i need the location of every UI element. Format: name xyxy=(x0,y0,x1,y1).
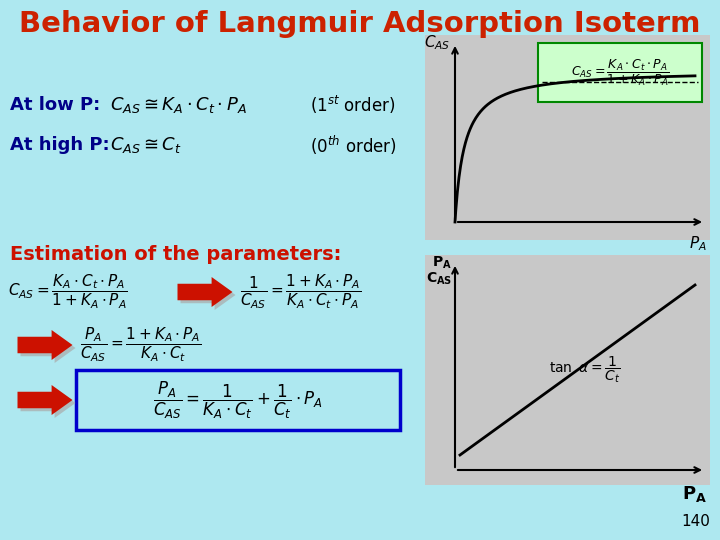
Text: $\dfrac{1}{C_{AS}} = \dfrac{1+K_A \cdot P_A}{K_A \cdot C_t \cdot P_A}$: $\dfrac{1}{C_{AS}} = \dfrac{1+K_A \cdot … xyxy=(240,273,361,311)
Text: $\tan\ \alpha = \dfrac{1}{C_t}$: $\tan\ \alpha = \dfrac{1}{C_t}$ xyxy=(549,355,621,386)
Text: $P_A$: $P_A$ xyxy=(689,234,707,253)
Text: 140: 140 xyxy=(681,515,710,530)
Polygon shape xyxy=(20,333,76,363)
Text: $\dfrac{P_A}{C_{AS}} = \dfrac{1}{K_A \cdot C_t} + \dfrac{1}{C_t} \cdot P_A$: $\dfrac{P_A}{C_{AS}} = \dfrac{1}{K_A \cd… xyxy=(153,380,323,421)
Text: $(1^{st}\ \mathrm{order})$: $(1^{st}\ \mathrm{order})$ xyxy=(310,94,395,116)
Polygon shape xyxy=(17,385,73,415)
Polygon shape xyxy=(17,330,73,360)
Text: $C_{AS} \cong K_A \cdot C_t \cdot P_A$: $C_{AS} \cong K_A \cdot C_t \cdot P_A$ xyxy=(110,95,247,115)
Text: Behavior of Langmuir Adsorption Isoterm: Behavior of Langmuir Adsorption Isoterm xyxy=(19,10,701,38)
Text: $C_{AS} = \dfrac{K_A \cdot C_t \cdot P_A}{1+K_A \cdot P_A}$: $C_{AS} = \dfrac{K_A \cdot C_t \cdot P_A… xyxy=(8,273,128,311)
Text: $C_{AS} = \dfrac{K_A \cdot C_t \cdot P_A}{1+K_A \cdot P_A}$: $C_{AS} = \dfrac{K_A \cdot C_t \cdot P_A… xyxy=(571,57,670,87)
Text: $C_{AS} \cong C_t$: $C_{AS} \cong C_t$ xyxy=(110,135,181,155)
Text: $\mathbf{C_{AS}}$: $\mathbf{C_{AS}}$ xyxy=(426,271,452,287)
Text: $\dfrac{P_A}{C_{AS}} = \dfrac{1+K_A \cdot P_A}{K_A \cdot C_t}$: $\dfrac{P_A}{C_{AS}} = \dfrac{1+K_A \cdo… xyxy=(80,326,202,364)
Polygon shape xyxy=(181,280,235,310)
Text: $\mathbf{P_A}$: $\mathbf{P_A}$ xyxy=(432,255,452,272)
Text: $(0^{th}\ \mathrm{order})$: $(0^{th}\ \mathrm{order})$ xyxy=(310,133,397,157)
Text: At low P:: At low P: xyxy=(10,96,100,114)
FancyBboxPatch shape xyxy=(76,370,400,430)
Polygon shape xyxy=(178,277,233,307)
FancyBboxPatch shape xyxy=(425,35,710,240)
Text: Estimation of the parameters:: Estimation of the parameters: xyxy=(10,245,341,264)
Text: At high P:: At high P: xyxy=(10,136,109,154)
Text: $C_{AS}$: $C_{AS}$ xyxy=(423,33,450,52)
FancyBboxPatch shape xyxy=(425,255,710,485)
Polygon shape xyxy=(20,388,76,418)
Text: $\mathbf{P_A}$: $\mathbf{P_A}$ xyxy=(682,484,707,504)
FancyBboxPatch shape xyxy=(538,43,702,102)
